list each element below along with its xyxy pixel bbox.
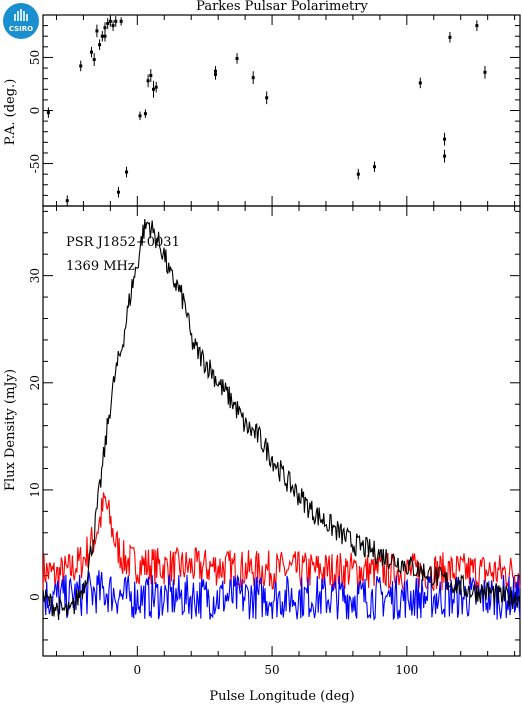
linear-flux-line [42, 492, 521, 593]
pa-point [143, 112, 147, 116]
pa-point [475, 24, 479, 28]
pa-point [213, 72, 217, 76]
pa-point [151, 87, 155, 91]
profile-axis-ticks: 0 10 20 30 0 50 100 [28, 206, 520, 677]
pa-point [251, 76, 255, 80]
pa-point [92, 58, 96, 62]
pa-tick-label: 0 [28, 107, 42, 115]
pa-point [100, 34, 104, 38]
pa-point [46, 111, 50, 115]
flux-tick-label: 30 [28, 268, 42, 283]
csiro-logo: CSIRO [2, 2, 40, 40]
pa-point [149, 73, 153, 77]
pa-tick-label: -50 [28, 154, 42, 173]
pa-point [65, 199, 69, 203]
pa-point [98, 43, 102, 47]
pa-panel-frame [42, 14, 521, 207]
flux-tick-label: 0 [28, 593, 42, 601]
frequency-annotation: 1369 MHz [66, 259, 135, 274]
pa-point [125, 170, 129, 174]
pa-point [418, 81, 422, 85]
pa-point [483, 70, 487, 74]
figure-title: Parkes Pulsar Polarimetry [196, 0, 368, 14]
pa-point [146, 79, 150, 83]
profile-lines [42, 218, 521, 621]
x-tick-label: 50 [264, 663, 279, 677]
pa-point [443, 137, 447, 141]
pa-point [265, 96, 269, 100]
logo-wordmark: CSIRO [9, 25, 33, 33]
pa-point [116, 190, 120, 194]
pa-point [111, 24, 115, 28]
x-axis-label: Pulse Longitude (deg) [209, 689, 354, 704]
pa-point [448, 35, 452, 39]
pa-axis-ticks: -50 0 50 [28, 15, 520, 206]
pa-point [79, 64, 83, 68]
pa-point [103, 34, 107, 38]
circular-flux-line [42, 570, 521, 621]
flux-axis-label: Flux Density (mJy) [3, 369, 18, 491]
pa-point [443, 154, 447, 158]
pa-point [114, 19, 118, 23]
x-tick-label: 100 [395, 663, 418, 677]
pa-point [138, 114, 142, 118]
psr-annotation: PSR J1852−0031 [66, 235, 180, 250]
profile-panel-frame [42, 205, 521, 657]
pa-points [46, 16, 487, 206]
total-flux-line [42, 218, 521, 621]
pa-point [356, 172, 360, 176]
flux-tick-label: 20 [28, 375, 42, 390]
flux-tick-label: 10 [28, 482, 42, 497]
pa-point [372, 165, 376, 169]
pa-point [119, 19, 123, 23]
pa-point [95, 29, 99, 33]
pa-point [103, 26, 107, 30]
pa-point [108, 19, 112, 23]
pa-point [154, 85, 158, 89]
x-tick-label: 0 [134, 663, 142, 677]
pa-point [106, 21, 110, 25]
pa-axis-label: P.A. (deg.) [3, 79, 18, 146]
pa-point [235, 57, 239, 61]
pa-point [90, 50, 94, 54]
pa-tick-label: 50 [28, 50, 42, 65]
